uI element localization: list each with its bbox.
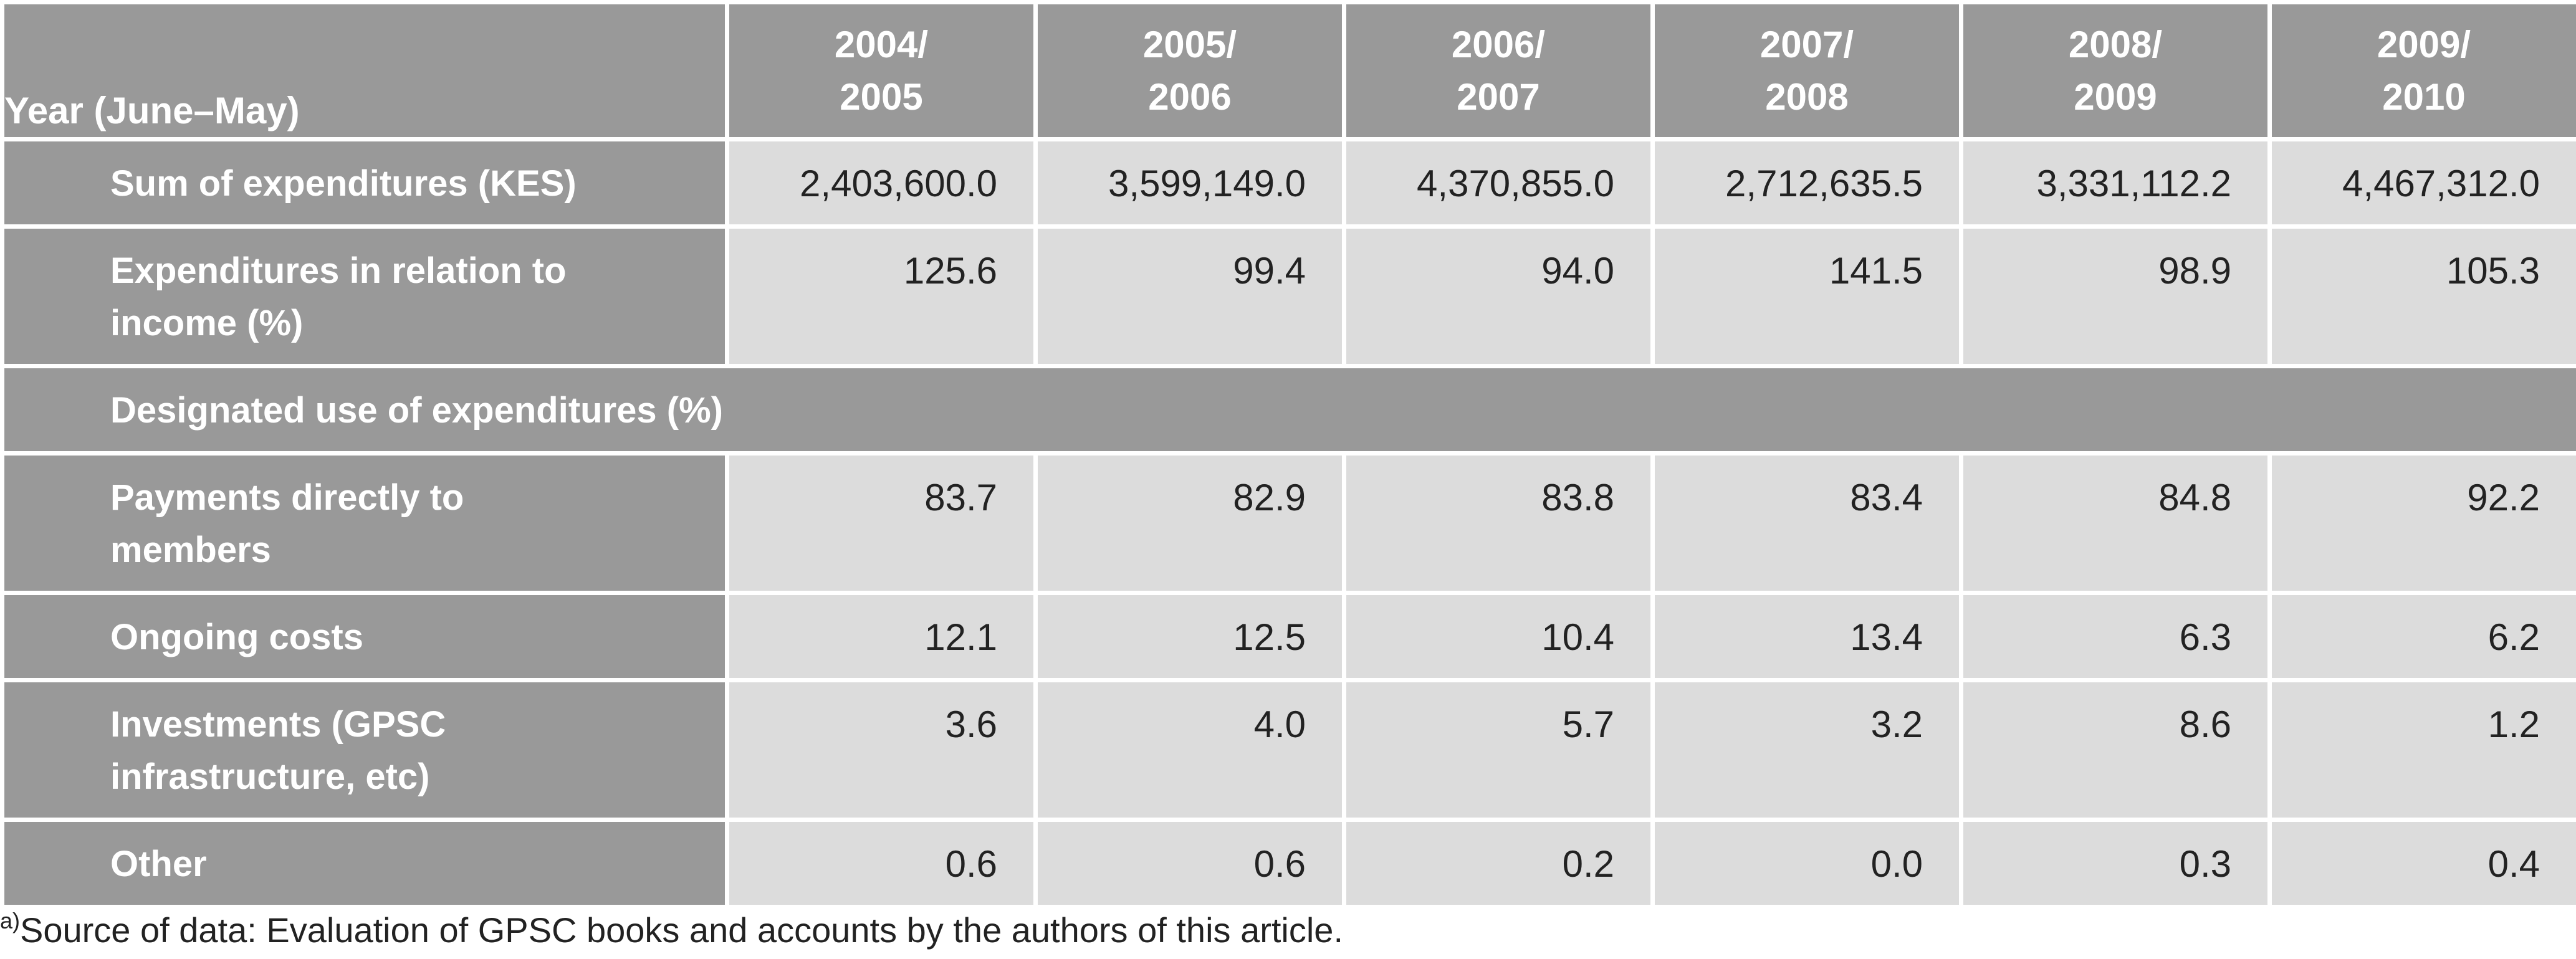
footnote-text: Source of data: Evaluation of GPSC books… bbox=[20, 910, 1344, 950]
table-cell: 83.8 bbox=[1342, 451, 1655, 595]
row-label: Expenditures in relation to income (%) bbox=[0, 224, 729, 368]
table-cell: 98.9 bbox=[1959, 224, 2272, 368]
footnote-marker: a) bbox=[0, 908, 21, 933]
header-year: 2004/2005 bbox=[725, 0, 1038, 141]
table-cell: 94.0 bbox=[1342, 224, 1655, 368]
section-heading: Designated use of expenditures (%) bbox=[0, 364, 2576, 456]
table-cell: 4,467,312.0 bbox=[2267, 137, 2576, 229]
row-label: Investments (GPSC infrastructure, etc) bbox=[0, 678, 729, 822]
table-cell: 0.3 bbox=[1959, 818, 2272, 909]
table-cell: 83.7 bbox=[725, 451, 1038, 595]
row-label: Sum of expenditures (KES) bbox=[0, 137, 729, 229]
table-cell: 83.4 bbox=[1650, 451, 1963, 595]
table-row: Payments directly to members 83.7 82.9 83… bbox=[0, 451, 2576, 595]
table-cell: 141.5 bbox=[1650, 224, 1963, 368]
table-cell: 3.2 bbox=[1650, 678, 1963, 822]
table-cell: 0.2 bbox=[1342, 818, 1655, 909]
table-cell: 1.2 bbox=[2267, 678, 2576, 822]
table-cell: 5.7 bbox=[1342, 678, 1655, 822]
table-row: Ongoing costs 12.1 12.5 10.4 13.4 6.3 6.… bbox=[0, 591, 2576, 682]
header-year: 2008/2009 bbox=[1959, 0, 2272, 141]
table-cell: 13.4 bbox=[1650, 591, 1963, 682]
footnote: a)Source of data: Evaluation of GPSC boo… bbox=[0, 909, 1343, 952]
table-cell: 125.6 bbox=[725, 224, 1038, 368]
table-cell: 82.9 bbox=[1033, 451, 1346, 595]
header-year: 2007/2008 bbox=[1650, 0, 1963, 141]
row-label: Payments directly to members bbox=[0, 451, 729, 595]
table-cell: 12.5 bbox=[1033, 591, 1346, 682]
expenditures-table: Year (June–May) 2004/2005 2005/2006 2006… bbox=[0, 0, 2576, 909]
header-year-label: Year (June–May) bbox=[0, 0, 729, 141]
row-label: Ongoing costs bbox=[0, 591, 729, 682]
table-cell: 99.4 bbox=[1033, 224, 1346, 368]
header-year: 2009/2010 bbox=[2267, 0, 2576, 141]
table-cell: 10.4 bbox=[1342, 591, 1655, 682]
table-cell: 6.3 bbox=[1959, 591, 2272, 682]
header-year: 2005/2006 bbox=[1033, 0, 1346, 141]
table-cell: 8.6 bbox=[1959, 678, 2272, 822]
table-cell: 12.1 bbox=[725, 591, 1038, 682]
table-cell: 0.0 bbox=[1650, 818, 1963, 909]
table-row: Expenditures in relation to income (%) 12… bbox=[0, 224, 2576, 368]
table-cell: 4,370,855.0 bbox=[1342, 137, 1655, 229]
table-row: Other 0.6 0.6 0.2 0.0 0.3 0.4 bbox=[0, 818, 2576, 909]
table-row: Investments (GPSC infrastructure, etc) 3.… bbox=[0, 678, 2576, 822]
table-cell: 3.6 bbox=[725, 678, 1038, 822]
table-cell: 0.6 bbox=[725, 818, 1038, 909]
header-row: Year (June–May) 2004/2005 2005/2006 2006… bbox=[0, 0, 2576, 141]
table-cell: 92.2 bbox=[2267, 451, 2576, 595]
table-cell: 0.6 bbox=[1033, 818, 1346, 909]
table-cell: 105.3 bbox=[2267, 224, 2576, 368]
table-cell: 2,712,635.5 bbox=[1650, 137, 1963, 229]
header-year: 2006/2007 bbox=[1342, 0, 1655, 141]
table-cell: 0.4 bbox=[2267, 818, 2576, 909]
table-cell: 4.0 bbox=[1033, 678, 1346, 822]
table-row: Sum of expenditures (KES) 2,403,600.0 3,… bbox=[0, 137, 2576, 229]
section-row: Designated use of expenditures (%) bbox=[0, 364, 2576, 456]
table-cell: 2,403,600.0 bbox=[725, 137, 1038, 229]
row-label: Other bbox=[0, 818, 729, 909]
table-cell: 84.8 bbox=[1959, 451, 2272, 595]
table-cell: 6.2 bbox=[2267, 591, 2576, 682]
table-cell: 3,599,149.0 bbox=[1033, 137, 1346, 229]
table-cell: 3,331,112.2 bbox=[1959, 137, 2272, 229]
